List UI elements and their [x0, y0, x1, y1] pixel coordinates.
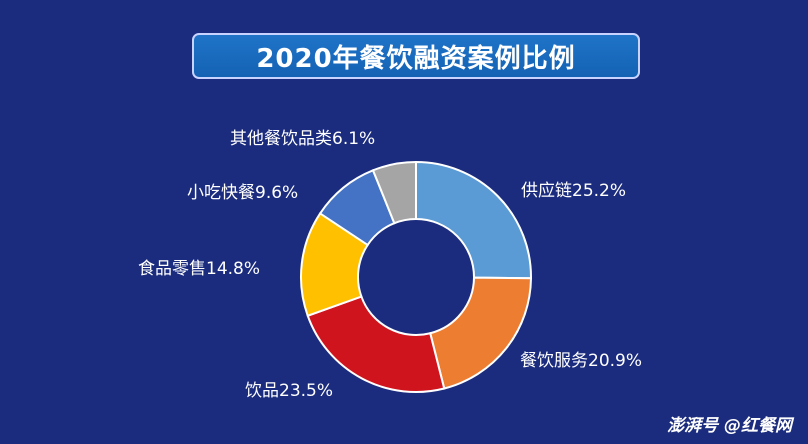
donut-slice-2	[306, 295, 446, 393]
slice-label-3: 食品零售14.8%	[138, 259, 260, 279]
chart-title: 2020年餐饮融资案例比例	[192, 33, 640, 79]
slice-label-1: 餐饮服务20.9%	[520, 351, 642, 371]
donut-slice-5	[371, 160, 417, 225]
donut-slice-0	[415, 160, 532, 280]
slice-label-5: 其他餐饮品类6.1%	[230, 129, 375, 149]
donut-slice-1	[429, 276, 533, 390]
slice-label-2: 饮品23.5%	[245, 381, 333, 401]
slice-label-0: 供应链25.2%	[521, 181, 626, 201]
source-watermark: 澎湃号 @红餐网	[667, 416, 792, 436]
slice-label-4: 小吃快餐9.6%	[187, 183, 298, 203]
